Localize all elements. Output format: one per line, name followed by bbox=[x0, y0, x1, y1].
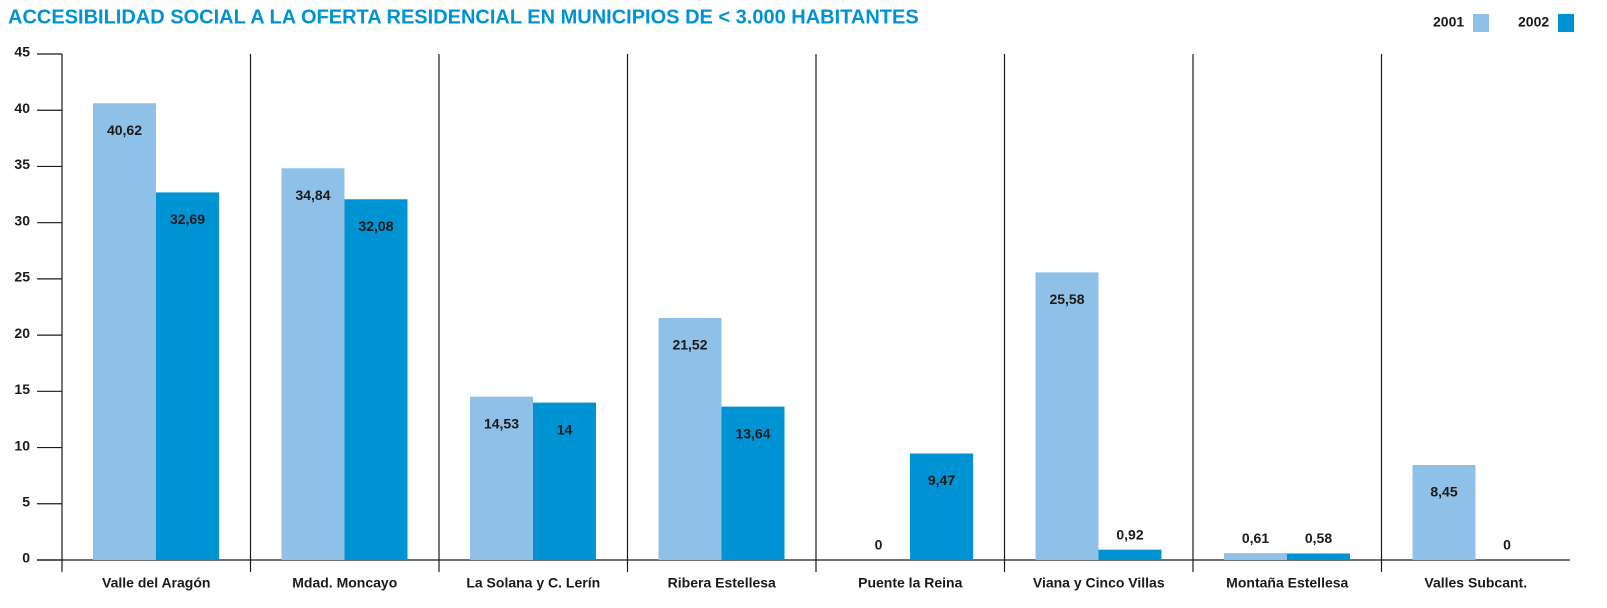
x-tick-label: Valle del Aragón bbox=[102, 575, 210, 591]
y-tick-label: 10 bbox=[14, 437, 30, 453]
x-tick-label: Puente la Reina bbox=[858, 575, 962, 591]
data-label: 0,61 bbox=[1242, 530, 1269, 546]
data-label: 0 bbox=[1503, 537, 1511, 553]
y-tick-label: 15 bbox=[14, 381, 30, 397]
y-tick-label: 35 bbox=[14, 156, 30, 172]
data-label: 0,92 bbox=[1116, 526, 1143, 542]
data-label: 14,53 bbox=[484, 415, 519, 431]
data-label: 9,47 bbox=[928, 472, 955, 488]
x-tick-label: Ribera Estellesa bbox=[668, 575, 776, 591]
bar bbox=[658, 318, 722, 560]
x-tick-label: Viana y Cinco Villas bbox=[1033, 575, 1165, 591]
bar bbox=[1035, 272, 1099, 560]
data-label: 32,08 bbox=[358, 218, 393, 234]
data-label: 0,58 bbox=[1305, 530, 1332, 546]
legend-swatch bbox=[1473, 14, 1489, 32]
bar bbox=[1412, 464, 1476, 560]
data-label: 21,52 bbox=[672, 337, 707, 353]
bar bbox=[1224, 553, 1287, 560]
bar bbox=[281, 168, 345, 560]
legend-label: 2001 bbox=[1433, 14, 1464, 30]
bar bbox=[344, 199, 408, 560]
x-tick-label: Montaña Estellesa bbox=[1226, 575, 1348, 591]
bar bbox=[910, 453, 973, 560]
x-tick-label: Valles Subcant. bbox=[1424, 575, 1527, 591]
y-tick-label: 25 bbox=[14, 269, 30, 285]
bar bbox=[721, 406, 785, 560]
chart-title: ACCESIBILIDAD SOCIAL A LA OFERTA RESIDEN… bbox=[8, 6, 919, 28]
y-tick-label: 30 bbox=[14, 212, 30, 228]
data-label: 0 bbox=[875, 537, 883, 553]
bar bbox=[156, 192, 219, 560]
x-tick-label: La Solana y C. Lerín bbox=[466, 575, 600, 591]
bar bbox=[533, 402, 596, 560]
y-tick-label: 0 bbox=[22, 550, 30, 566]
data-label: 40,62 bbox=[107, 122, 142, 138]
data-label: 25,58 bbox=[1049, 291, 1084, 307]
bar bbox=[1287, 553, 1350, 560]
data-label: 8,45 bbox=[1430, 484, 1457, 500]
data-label: 32,69 bbox=[170, 211, 205, 227]
x-tick-label: Mdad. Moncayo bbox=[292, 575, 397, 591]
data-label: 13,64 bbox=[735, 425, 770, 441]
y-tick-label: 5 bbox=[22, 493, 30, 509]
y-tick-label: 45 bbox=[14, 44, 30, 60]
bar bbox=[1098, 549, 1162, 560]
bar bbox=[93, 103, 156, 560]
bar bbox=[470, 396, 533, 560]
y-tick-label: 40 bbox=[14, 100, 30, 116]
data-label: 34,84 bbox=[295, 187, 330, 203]
y-tick-label: 20 bbox=[14, 325, 30, 341]
data-label: 14 bbox=[557, 421, 573, 437]
legend-label: 2002 bbox=[1518, 14, 1549, 30]
legend-swatch bbox=[1558, 14, 1574, 32]
